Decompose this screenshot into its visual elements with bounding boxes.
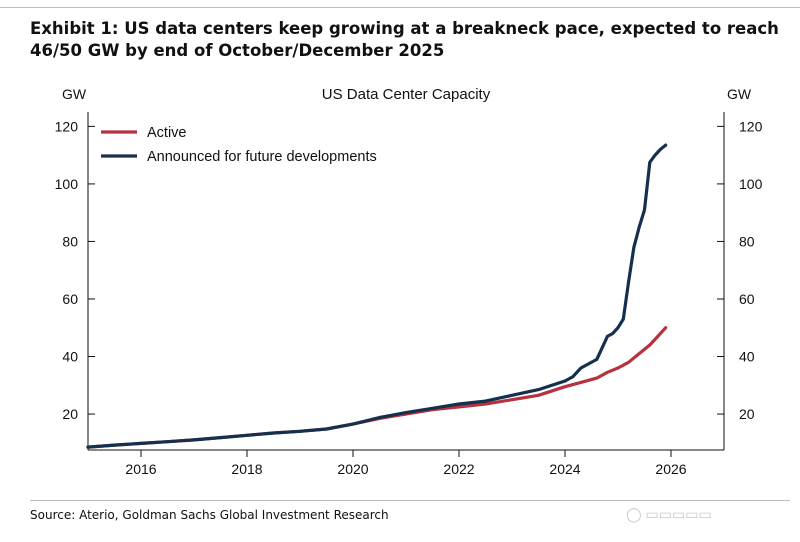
y-tick-label-left: 60 [62, 291, 78, 307]
y-tick-label-left: 100 [55, 176, 79, 192]
y-tick-label-left: 120 [55, 118, 79, 134]
y-axis-label-right: GW [727, 86, 752, 102]
y-tick-label-left: 20 [62, 406, 78, 422]
legend-label: Announced for future developments [147, 149, 377, 165]
source-note: Source: Aterio, Goldman Sachs Global Inv… [30, 508, 389, 522]
x-tick-label: 2026 [655, 461, 686, 477]
top-rule [0, 7, 800, 8]
y-tick-label-right: 120 [739, 118, 763, 134]
chart-title: US Data Center Capacity [322, 86, 491, 103]
camera-icon: ◯ ▭▭▭▭▭ [626, 506, 712, 522]
legend: Active Announced for future developments [101, 125, 377, 165]
x-tick-label: 2020 [337, 461, 368, 477]
series-line-announced [86, 143, 668, 449]
y-tick-label-left: 80 [62, 233, 78, 249]
x-tick-label: 2018 [231, 461, 262, 477]
series-line-active [86, 326, 668, 449]
x-tick-label: 2016 [125, 461, 156, 477]
y-axis-label-left: GW [62, 86, 87, 102]
y-tick-label-right: 40 [739, 349, 755, 365]
y-tick-label-right: 100 [739, 176, 763, 192]
exhibit-title: Exhibit 1: US data centers keep growing … [30, 19, 779, 60]
source-rule [30, 500, 790, 501]
legend-label: Active [147, 125, 187, 141]
y-tick-label-right: 80 [739, 233, 755, 249]
x-tick-label: 2022 [443, 461, 474, 477]
y-tick-label-left: 40 [62, 349, 78, 365]
x-tick-label: 2024 [549, 461, 580, 477]
y-tick-label-right: 60 [739, 291, 755, 307]
y-tick-label-right: 20 [739, 406, 755, 422]
